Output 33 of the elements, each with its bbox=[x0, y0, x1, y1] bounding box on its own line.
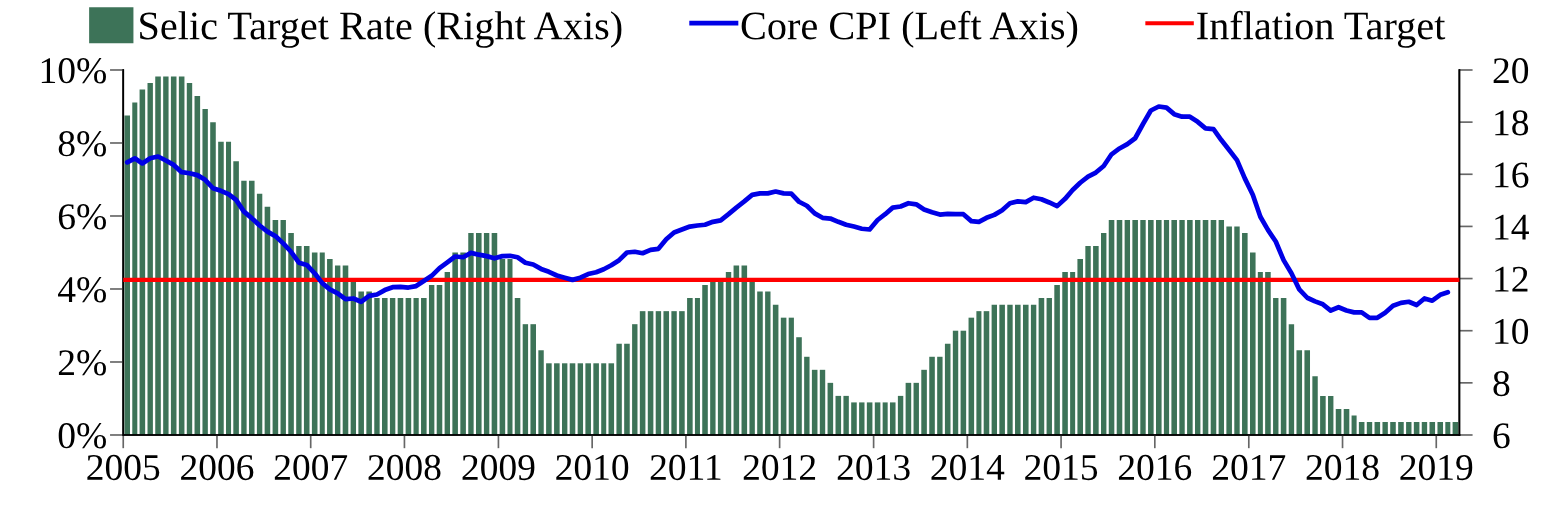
line-series bbox=[124, 104, 1451, 321]
x-tick-label: 2019 bbox=[1400, 454, 1473, 481]
x-tick-label: 2005 bbox=[87, 454, 160, 481]
x-tick-label: 2008 bbox=[368, 454, 441, 481]
x-tick-label: 2014 bbox=[931, 454, 1005, 481]
y2-tick-label: 20 bbox=[1493, 58, 1529, 84]
x-tick-label: 2011 bbox=[650, 454, 721, 481]
x-tick-label: 2015 bbox=[1025, 454, 1098, 481]
y-tick-label: 10% bbox=[41, 58, 106, 84]
x-tick-label: 2012 bbox=[743, 454, 816, 481]
y-tick-label: 6% bbox=[58, 204, 106, 230]
y2-tick-label: 16 bbox=[1495, 162, 1529, 188]
y2-tick-label: 6 bbox=[1493, 423, 1510, 449]
x-tick-label: 2013 bbox=[837, 454, 910, 481]
y-tick-label: 8% bbox=[58, 131, 106, 157]
x-tick-label: 2018 bbox=[1306, 454, 1379, 481]
x-tick-label: 2007 bbox=[274, 454, 348, 481]
x-tick-label: 2017 bbox=[1212, 454, 1286, 481]
x-tick-label: 2010 bbox=[556, 454, 629, 481]
x-tick-label: 2009 bbox=[462, 454, 535, 481]
y-tick-label: 4% bbox=[58, 277, 106, 303]
y2-tick-label: 8 bbox=[1493, 370, 1510, 397]
legend-label: Inflation Target bbox=[1197, 10, 1446, 48]
y2-tick-label: 18 bbox=[1495, 110, 1529, 136]
y-tick-label: 0% bbox=[58, 423, 106, 449]
legend-label: Core CPI (Left Axis) bbox=[741, 10, 1078, 48]
y2-tick-label: 14 bbox=[1495, 214, 1529, 240]
legend-label: Selic Target Rate (Right Axis) bbox=[140, 11, 622, 48]
y2-tick-label: 10 bbox=[1495, 318, 1529, 345]
x-tick-label: 2016 bbox=[1118, 454, 1192, 481]
y2-tick-label: 12 bbox=[1495, 266, 1528, 292]
x-tick-label: 2006 bbox=[181, 454, 254, 481]
y-tick-label: 2% bbox=[58, 350, 106, 376]
